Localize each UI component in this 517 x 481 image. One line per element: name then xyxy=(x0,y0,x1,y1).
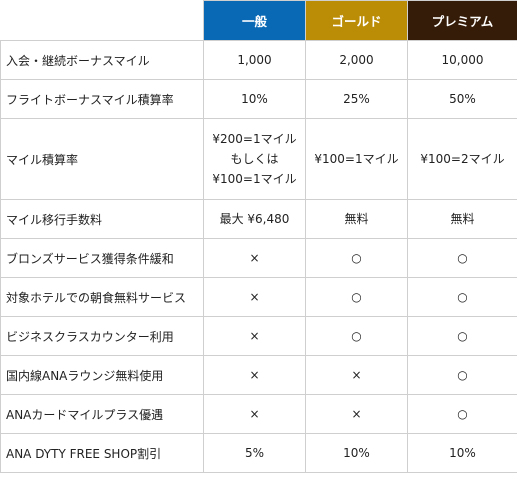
table-row: マイル積算率 ¥200=1マイル もしくは ¥100=1マイル ¥100=1マイル ¥10… xyxy=(0,118,517,200)
table-header-row: 一般 ゴールド プレミアム xyxy=(0,0,517,41)
row-label: フライトボーナスマイル積算率 xyxy=(0,79,204,119)
cell-ippan: 最大 ¥6,480 xyxy=(203,199,306,239)
cell-ippan: 10% xyxy=(203,79,306,119)
cell-premium: 10,000 xyxy=(407,40,517,80)
table-body: 入会・継続ボーナスマイル 1,000 2,000 10,000 フライトボーナスマイル積… xyxy=(0,40,517,473)
cell-ippan: × xyxy=(203,277,306,317)
cell-gold: 2,000 xyxy=(305,40,408,80)
cell-ippan: ¥200=1マイル もしくは ¥100=1マイル xyxy=(203,118,306,200)
cell-gold: 無料 xyxy=(305,199,408,239)
cell-premium: ○ xyxy=(407,355,517,395)
table-row: ANA DYTY FREE SHOP割引 5% 10% 10% xyxy=(0,433,517,473)
row-label: ANAカードマイルプラス優遇 xyxy=(0,394,204,434)
cell-line: もしくは xyxy=(230,152,279,166)
cell-premium: 無料 xyxy=(407,199,517,239)
row-label: マイル積算率 xyxy=(0,118,204,200)
table-row: ビジネスクラスカウンター利用 × ○ ○ xyxy=(0,316,517,356)
table-row: ANAカードマイルプラス優遇 × × ○ xyxy=(0,394,517,434)
cell-premium: 50% xyxy=(407,79,517,119)
cell-premium: ○ xyxy=(407,316,517,356)
cell-gold: × xyxy=(305,394,408,434)
cell-gold: ○ xyxy=(305,277,408,317)
table-row: 入会・継続ボーナスマイル 1,000 2,000 10,000 xyxy=(0,40,517,80)
cell-premium: 10% xyxy=(407,433,517,473)
column-header-premium: プレミアム xyxy=(407,0,517,41)
cell-gold: 25% xyxy=(305,79,408,119)
table-row: 国内線ANAラウンジ無料使用 × × ○ xyxy=(0,355,517,395)
cell-line: ¥200=1マイル xyxy=(212,132,297,146)
row-label: 入会・継続ボーナスマイル xyxy=(0,40,204,80)
row-label: 対象ホテルでの朝食無料サービス xyxy=(0,277,204,317)
table-row: マイル移行手数料 最大 ¥6,480 無料 無料 xyxy=(0,199,517,239)
table-row: 対象ホテルでの朝食無料サービス × ○ ○ xyxy=(0,277,517,317)
cell-ippan: 1,000 xyxy=(203,40,306,80)
column-header-gold: ゴールド xyxy=(305,0,408,41)
cell-premium: ○ xyxy=(407,394,517,434)
cell-gold: ¥100=1マイル xyxy=(305,118,408,200)
row-label: ビジネスクラスカウンター利用 xyxy=(0,316,204,356)
cell-premium: ¥100=2マイル xyxy=(407,118,517,200)
row-label: マイル移行手数料 xyxy=(0,199,204,239)
table-row: フライトボーナスマイル積算率 10% 25% 50% xyxy=(0,79,517,119)
cell-ippan: × xyxy=(203,316,306,356)
cell-ippan: 5% xyxy=(203,433,306,473)
cell-line: ¥100=1マイル xyxy=(212,172,297,186)
header-corner-cell xyxy=(0,0,204,41)
cell-premium: ○ xyxy=(407,277,517,317)
table-row: ブロンズサービス獲得条件緩和 × ○ ○ xyxy=(0,238,517,278)
cell-gold: × xyxy=(305,355,408,395)
cell-gold: ○ xyxy=(305,316,408,356)
cell-gold: ○ xyxy=(305,238,408,278)
cell-premium: ○ xyxy=(407,238,517,278)
column-header-ippan: 一般 xyxy=(203,0,306,41)
row-label: ANA DYTY FREE SHOP割引 xyxy=(0,433,204,473)
cell-ippan: × xyxy=(203,238,306,278)
cell-ippan: × xyxy=(203,355,306,395)
row-label: 国内線ANAラウンジ無料使用 xyxy=(0,355,204,395)
cell-gold: 10% xyxy=(305,433,408,473)
row-label: ブロンズサービス獲得条件緩和 xyxy=(0,238,204,278)
cell-ippan: × xyxy=(203,394,306,434)
